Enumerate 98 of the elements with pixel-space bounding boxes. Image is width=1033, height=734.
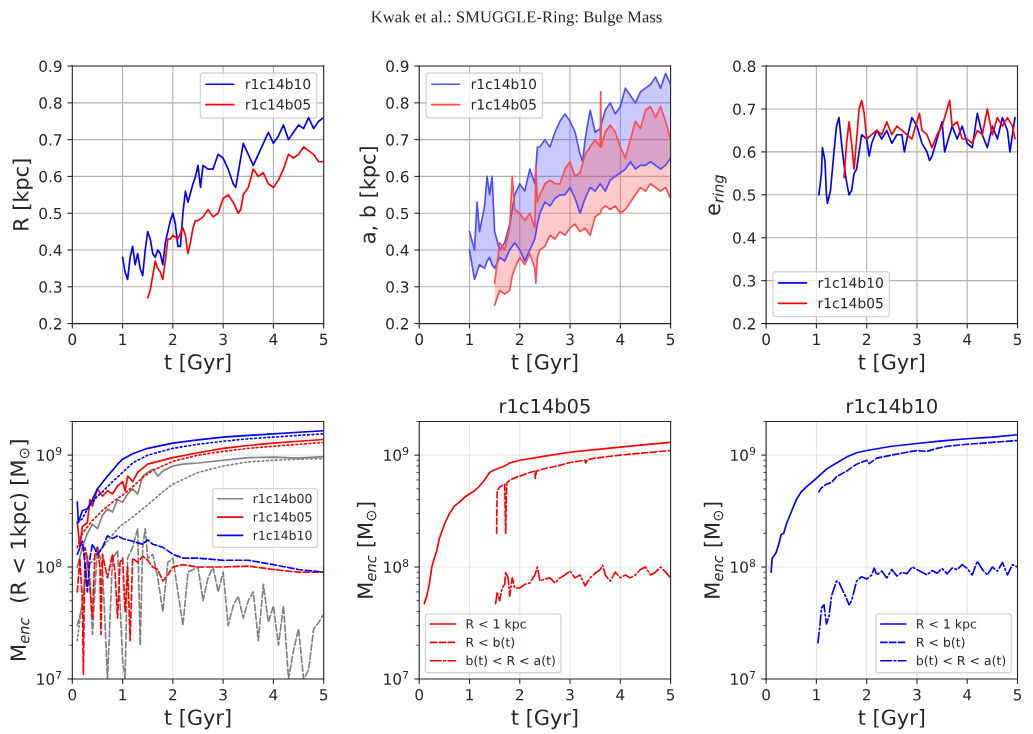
x-tick-label: 2 [516, 688, 524, 701]
x-tick-label: 0 [415, 688, 424, 701]
x-tick-label: 5 [1013, 689, 1022, 701]
y-tick-label: 10$^{9}$ [731, 447, 756, 462]
y-axis-title: a, b [kpc] [359, 147, 380, 243]
y-tick-label: 10$^{8}$ [384, 558, 409, 573]
x-tick-label: 1 [813, 689, 820, 701]
x-tick-label: 3 [913, 688, 921, 701]
y-tick-label: 0.2 [386, 318, 408, 330]
legend-label: r1c14b05 [471, 98, 536, 110]
legend-label: r1c14b05 [818, 297, 883, 309]
y-tick-label: 10$^{7}$ [384, 671, 409, 685]
legend-label: b(t) < R < a(t) [466, 655, 555, 667]
x-tick-label: 4 [963, 689, 972, 701]
y-tick-label: 10$^{9}$ [384, 447, 409, 462]
x-tick-label: 5 [1013, 333, 1022, 346]
y-axis-title: M$_{enc}$ (R < 1kpc) [M$_{⊙}$] [9, 440, 31, 660]
x-tick-label: 0 [68, 688, 77, 701]
x-tick-label: 0 [415, 333, 424, 346]
x-tick-label: 1 [466, 689, 473, 701]
x-tick-label: 1 [119, 333, 127, 345]
x-tick-label: 0 [762, 688, 770, 701]
x-tick-label: 4 [269, 689, 278, 701]
y-tick-label: 0.6 [733, 146, 756, 158]
x-tick-label: 4 [963, 333, 972, 345]
x-axis-title: t [Gyr] [858, 709, 925, 730]
legend-label: r1c14b05 [253, 511, 312, 522]
y-tick-label: 0.5 [733, 189, 756, 201]
y-tick-label: 0.3 [39, 281, 62, 293]
x-axis-title: t [Gyr] [164, 353, 231, 374]
legend-label: r1c14b05 [246, 98, 310, 110]
x-tick-label: 5 [320, 689, 328, 701]
x-tick-label: 3 [219, 688, 227, 701]
x-tick-label: 2 [862, 333, 871, 345]
legend-label: b(t) < R < a(t) [916, 655, 1006, 667]
y-tick-label: 0.8 [386, 97, 409, 109]
legend-label: R < b(t) [466, 637, 515, 649]
legend-label: R < 1 kpc [917, 618, 977, 631]
text: Kwak et al.: SMUGGLE-Ring: Bulge Mass [371, 10, 662, 26]
chart-title: r1c14b10 [847, 398, 937, 414]
x-tick-label: 3 [219, 333, 227, 346]
x-axis-title: t [Gyr] [511, 353, 578, 374]
y-tick-label: 0.7 [733, 103, 756, 115]
legend-label: R < b(t) [917, 637, 965, 649]
x-tick-label: 0 [68, 333, 77, 346]
x-axis-title: t [Gyr] [858, 353, 925, 374]
x-tick-label: 4 [269, 333, 278, 345]
y-axis-title: M$_{enc}$ [M$_{⊙}$] [356, 502, 377, 598]
x-tick-label: 1 [466, 333, 473, 345]
y-tick-label: 0.5 [39, 207, 62, 220]
x-tick-label: 3 [566, 688, 574, 701]
y-tick-label: 0.6 [386, 170, 409, 183]
y-tick-label: 10$^{7}$ [731, 671, 755, 685]
x-tick-label: 2 [169, 333, 177, 345]
y-tick-label: 0.7 [386, 134, 409, 146]
y-axis-title: R [kpc] [12, 159, 33, 230]
x-tick-label: 3 [913, 333, 921, 346]
legend-label: r1c14b10 [253, 530, 312, 540]
y-tick-label: 0.6 [39, 170, 62, 183]
y-tick-label: 10$^{7}$ [37, 671, 62, 685]
y-tick-label: 0.4 [733, 232, 756, 244]
y-tick-label: 0.2 [39, 318, 62, 330]
y-axis-title: M$_{enc}$ [M$_{⊙}$] [703, 502, 724, 598]
x-tick-label: 0 [762, 333, 770, 346]
x-tick-label: 2 [862, 688, 871, 701]
legend-label: R < 1 kpc [466, 618, 526, 631]
y-tick-label: 0.9 [386, 60, 409, 73]
x-tick-label: 4 [616, 333, 625, 345]
y-tick-label: 0.9 [39, 60, 62, 73]
chart-title: r1c14b05 [500, 398, 590, 414]
y-tick-label: 0.8 [733, 60, 756, 73]
x-tick-label: 2 [516, 333, 524, 345]
y-tick-label: 0.3 [733, 275, 756, 287]
x-tick-label: 3 [566, 333, 574, 346]
y-axis-title: e$_{ring}$ [708, 174, 727, 215]
y-tick-label: 0.4 [39, 244, 62, 257]
y-tick-label: 10$^{8}$ [731, 558, 756, 573]
legend-label: r1c14b00 [253, 493, 312, 504]
x-tick-label: 1 [813, 333, 820, 345]
y-tick-label: 0.2 [733, 318, 755, 330]
y-tick-label: 0.4 [386, 244, 409, 257]
y-tick-label: 10$^{9}$ [37, 447, 62, 462]
y-tick-label: 0.5 [386, 207, 409, 220]
x-tick-label: 1 [119, 689, 127, 701]
legend-label: r1c14b10 [471, 78, 537, 90]
legend-label: r1c14b10 [818, 277, 883, 288]
x-tick-label: 5 [666, 333, 675, 346]
x-tick-label: 2 [169, 688, 177, 701]
x-tick-label: 5 [320, 333, 328, 346]
y-tick-label: 0.8 [39, 97, 62, 109]
y-tick-label: 0.3 [386, 281, 409, 293]
y-tick-label: 10$^{8}$ [37, 558, 62, 573]
x-tick-label: 4 [616, 689, 625, 701]
x-axis-title: t [Gyr] [164, 709, 231, 730]
x-axis-title: t [Gyr] [511, 709, 578, 730]
legend-label: r1c14b10 [246, 78, 311, 90]
y-tick-label: 0.7 [39, 134, 62, 146]
x-tick-label: 5 [666, 689, 675, 701]
